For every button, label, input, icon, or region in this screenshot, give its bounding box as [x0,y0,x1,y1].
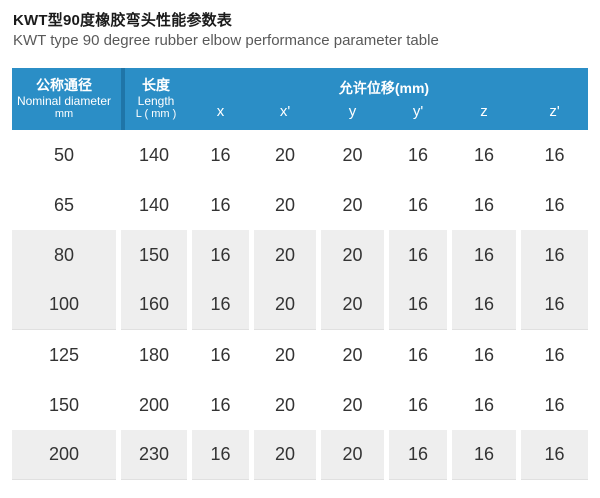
header-cell-x: x [216,102,225,120]
table-cell: 20 [254,330,316,380]
table-cell: 20 [254,130,316,180]
table-cell: 16 [192,330,249,380]
table-cell: 16 [452,180,516,230]
header-length-en: Length [137,94,175,108]
header-length-unit: L ( mm ) [135,108,177,120]
header-nominal-diameter-zh: 公称通径 [36,77,92,93]
table-cell: 140 [121,130,187,180]
table-cell: 150 [12,380,116,430]
header-cell-y: y [348,102,357,120]
header-cell-z-prime: z' [549,102,560,120]
table-row: 50 140 16 20 20 16 16 16 [12,130,588,180]
table-cell: 20 [321,130,384,180]
table-cell: 200 [12,430,116,480]
table-row: 200 230 16 20 20 16 16 16 [12,430,588,480]
table-cell: 65 [12,180,116,230]
table-cell: 16 [521,230,588,280]
table-cell: 16 [192,230,249,280]
table-cell: 16 [521,330,588,380]
header-cell-length: 长度 Length L ( mm ) [121,68,187,130]
table-cell: 16 [521,380,588,430]
table-cell: 16 [452,280,516,330]
table-cell: 16 [389,330,447,380]
table-cell: 16 [521,280,588,330]
table-cell: 16 [521,180,588,230]
header-group-allowable-displacement: 允许位移(mm) [338,80,430,96]
table-cell: 16 [192,380,249,430]
header-nominal-diameter-unit: mm [54,108,74,120]
table-cell: 20 [254,180,316,230]
table-row: 125 180 16 20 20 16 16 16 [12,330,588,380]
table-cell: 100 [12,280,116,330]
table-cell: 80 [12,230,116,280]
table-cell: 140 [121,180,187,230]
table-cell: 180 [121,330,187,380]
header-cell-y-prime: y' [412,102,424,120]
table-cell: 16 [452,330,516,380]
table-cell: 160 [121,280,187,330]
table-cell: 20 [254,230,316,280]
table-cell: 20 [321,380,384,430]
table-cell: 16 [521,430,588,480]
table-row: 150 200 16 20 20 16 16 16 [12,380,588,430]
table-cell: 16 [192,180,249,230]
page-title: KWT型90度橡胶弯头性能参数表 [13,12,233,29]
page-subtitle: KWT type 90 degree rubber elbow performa… [13,32,439,49]
header-length-zh: 长度 [142,77,170,93]
header-nominal-diameter-en: Nominal diameter [16,94,112,108]
table-cell: 20 [321,280,384,330]
table-cell: 150 [121,230,187,280]
header-cell-x-prime: x' [279,102,291,120]
header-cell-nominal-diameter: 公称通径 Nominal diameter mm [12,68,116,130]
table-cell: 20 [321,330,384,380]
table-cell: 20 [254,380,316,430]
table-cell: 16 [452,380,516,430]
table-header: 公称通径 Nominal diameter mm 长度 Length L ( m… [12,68,588,130]
table-cell: 125 [12,330,116,380]
table-cell: 16 [389,380,447,430]
table-cell: 16 [389,430,447,480]
table-cell: 230 [121,430,187,480]
table-cell: 20 [321,230,384,280]
header-cell-z: z [480,102,488,120]
table-cell: 20 [321,430,384,480]
table-row: 65 140 16 20 20 16 16 16 [12,180,588,230]
table-cell: 16 [389,280,447,330]
performance-parameter-table: 公称通径 Nominal diameter mm 长度 Length L ( m… [12,68,588,480]
table-cell: 16 [452,230,516,280]
table-cell: 200 [121,380,187,430]
table-cell: 16 [521,130,588,180]
table-cell: 16 [192,430,249,480]
table-cell: 16 [389,180,447,230]
table-row: 80 150 16 20 20 16 16 16 [12,230,588,280]
table-row: 100 160 16 20 20 16 16 16 [12,280,588,330]
table-cell: 16 [192,280,249,330]
table-cell: 20 [254,430,316,480]
table-cell: 16 [389,230,447,280]
table-cell: 16 [452,430,516,480]
table-cell: 50 [12,130,116,180]
table-cell: 16 [389,130,447,180]
page: KWT型90度橡胶弯头性能参数表 KWT type 90 degree rubb… [12,12,588,480]
table-cell: 20 [321,180,384,230]
table-cell: 16 [452,130,516,180]
table-cell: 16 [192,130,249,180]
table-cell: 20 [254,280,316,330]
